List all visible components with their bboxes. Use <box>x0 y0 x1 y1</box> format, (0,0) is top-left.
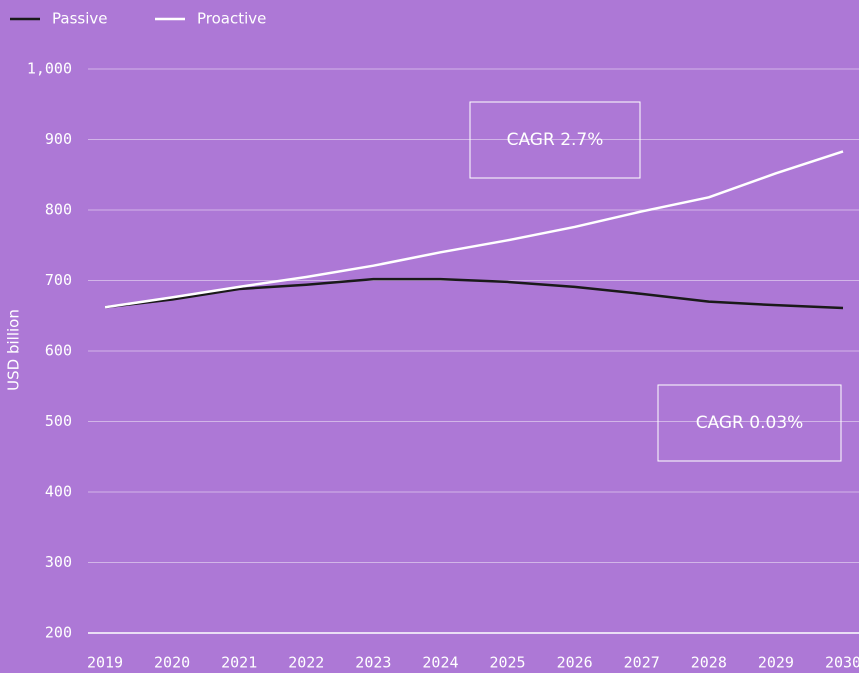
x-tick-label: 2023 <box>355 654 391 672</box>
line-series <box>104 150 844 309</box>
y-tick-label: 900 <box>45 130 72 148</box>
x-tick-label: 2025 <box>489 654 525 672</box>
annotation-box <box>657 384 842 462</box>
y-tick-label: 1,000 <box>27 60 72 78</box>
x-tick-label: 2026 <box>557 654 593 672</box>
legend-label: Passive <box>52 10 107 28</box>
x-tick-label: 2021 <box>221 654 257 672</box>
y-tick-label: 600 <box>45 342 72 360</box>
y-tick-label: 200 <box>45 624 72 642</box>
line-series <box>104 277 844 310</box>
y-tick-label: 400 <box>45 483 72 501</box>
y-axis-label: USD billion <box>5 309 23 391</box>
y-tick-label: 700 <box>45 271 72 289</box>
x-tick-label: 2024 <box>422 654 458 672</box>
y-tick-label: 800 <box>45 201 72 219</box>
y-tick-label: 500 <box>45 412 72 430</box>
annotation: CAGR 2.7% <box>507 130 604 150</box>
annotation-box <box>469 101 641 179</box>
legend-label: Proactive <box>197 10 266 28</box>
x-tick-label: 2027 <box>624 654 660 672</box>
x-tick-label: 2030 <box>825 654 859 672</box>
x-tick-label: 2020 <box>154 654 190 672</box>
x-tick-label: 2022 <box>288 654 324 672</box>
y-tick-label: 300 <box>45 553 72 571</box>
x-tick-label: 2029 <box>758 654 794 672</box>
x-tick-label: 2028 <box>691 654 727 672</box>
x-tick-label: 2019 <box>87 654 123 672</box>
annotation: CAGR 0.03% <box>696 413 804 433</box>
